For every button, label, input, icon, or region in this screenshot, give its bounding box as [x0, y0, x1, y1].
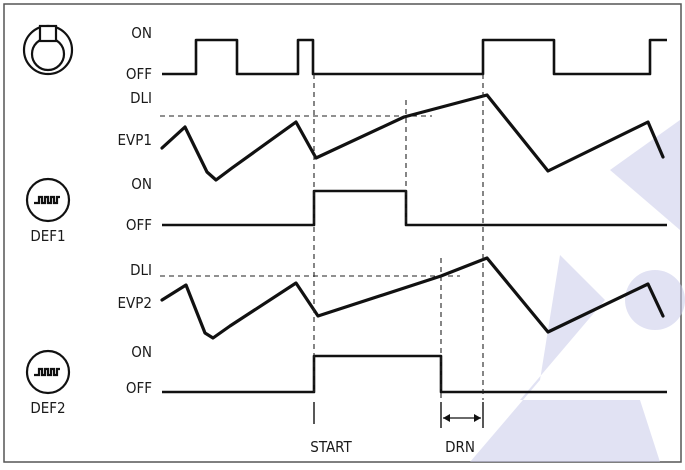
def1-on-label: ON	[131, 175, 152, 193]
def1-signal	[162, 189, 667, 227]
drain-interval-marker	[440, 402, 484, 428]
def1-name-label: DEF1	[30, 227, 65, 245]
def2-name-label: DEF2	[30, 399, 65, 417]
def2-signal	[162, 354, 667, 394]
drain-marker-label: DRN	[445, 438, 475, 456]
def2-off-label: OFF	[126, 379, 152, 397]
diagram-frame	[3, 3, 682, 463]
compressor-signal	[162, 38, 667, 76]
evp2-dli-label: DLI	[130, 261, 152, 279]
evp1-temperature-curve	[160, 93, 665, 182]
def1-off-label: OFF	[126, 216, 152, 234]
compressor-on-label: ON	[131, 24, 152, 42]
evp1-probe-label: EVP1	[118, 131, 152, 149]
defrost-heater-icon	[25, 349, 71, 395]
evp2-temperature-curve	[160, 256, 665, 340]
defrost-heater-icon	[25, 177, 71, 223]
compressor-off-label: OFF	[126, 65, 152, 83]
evp1-dli-label: DLI	[130, 89, 152, 107]
def2-on-label: ON	[131, 343, 152, 361]
compressor-icon	[22, 24, 74, 76]
evp2-probe-label: EVP2	[118, 294, 152, 312]
start-marker-label: START	[310, 438, 352, 456]
